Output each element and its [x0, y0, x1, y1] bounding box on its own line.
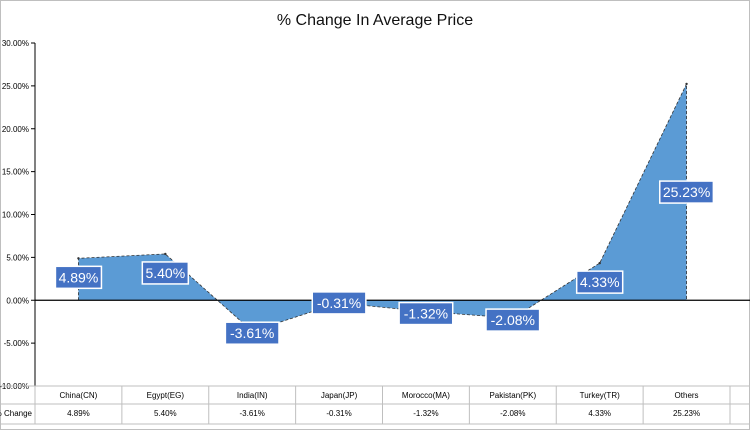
table-cell-value: -0.31%	[326, 409, 351, 418]
table-cell-value: -1.32%	[413, 409, 438, 418]
data-label: -3.61%	[224, 321, 280, 345]
y-tick-label: 10.00%	[2, 211, 29, 220]
data-label-box	[311, 291, 367, 315]
x-category-label: Japan(JP)	[321, 391, 358, 400]
data-label: 4.33%	[575, 270, 624, 294]
data-point	[164, 252, 167, 256]
data-label-text: 5.40%	[145, 265, 185, 281]
chart-title: % Change In Average Price	[277, 12, 473, 29]
data-label-box	[575, 270, 624, 294]
data-table: % Change China(CN) 4.89% Egypt(EG) 5.40% Indi…	[0, 385, 750, 425]
data-label-box	[54, 265, 103, 290]
data-point	[77, 257, 80, 260]
data-label-box	[141, 261, 190, 285]
x-category-label: Egypt(EG)	[147, 391, 185, 400]
data-point	[685, 82, 688, 86]
y-axis: 30.00% 25.00% 20.00% 15.00% 10.00% 5.00% 0.00%…	[0, 39, 36, 391]
x-category-label: Pakistan(PK)	[489, 391, 536, 400]
data-label: -1.32%	[398, 301, 454, 326]
x-category-label: India(IN)	[237, 391, 268, 400]
table-cell-value: 4.89%	[67, 409, 90, 418]
y-tick-label: 20.00%	[2, 125, 29, 134]
x-category-label: China(CN)	[60, 391, 98, 400]
data-label-text: -0.31%	[317, 295, 361, 311]
data-point	[598, 261, 601, 265]
data-label: -2.08%	[485, 308, 541, 332]
x-category-label: Others	[675, 391, 699, 400]
data-label-box	[659, 180, 715, 204]
y-tick-label: -5.00%	[4, 339, 29, 348]
data-label-text: -1.32%	[404, 306, 448, 322]
data-label-box	[224, 321, 280, 345]
x-category-label: Turkey(TR)	[580, 391, 620, 400]
data-label: 4.89%	[54, 265, 103, 290]
y-tick-label: 25.00%	[2, 82, 29, 91]
y-tick-label: 0.00%	[6, 296, 29, 305]
data-label: 25.23%	[659, 180, 715, 204]
table-cell-value: 25.23%	[673, 409, 700, 418]
table-cell-value: 4.33%	[588, 409, 611, 418]
data-label-text: -3.61%	[230, 325, 274, 341]
x-category-label: Morocco(MA)	[402, 391, 450, 400]
data-labels: 4.89% 5.40% -3.61% -0.31% -1.32% -2.08% 4.33% 2…	[54, 180, 715, 345]
table-cell-value: 5.40%	[154, 409, 177, 418]
area-outline	[78, 83, 687, 332]
data-label: 5.40%	[141, 261, 190, 285]
y-tick-label: 5.00%	[6, 253, 29, 262]
data-label-box	[485, 308, 541, 332]
data-label-box	[398, 301, 454, 326]
y-tick-label: 15.00%	[2, 168, 29, 177]
data-label-text: 25.23%	[663, 184, 710, 200]
data-label: -0.31%	[311, 291, 367, 315]
table-cell-value: -3.61%	[240, 409, 265, 418]
table-row-label: % Change	[0, 409, 33, 418]
data-label-text: 4.33%	[580, 274, 620, 290]
y-tick-label: 30.00%	[2, 39, 29, 48]
data-label-text: 4.89%	[59, 269, 99, 285]
data-label-text: -2.08%	[491, 312, 535, 328]
table-cell-value: -2.08%	[500, 409, 525, 418]
